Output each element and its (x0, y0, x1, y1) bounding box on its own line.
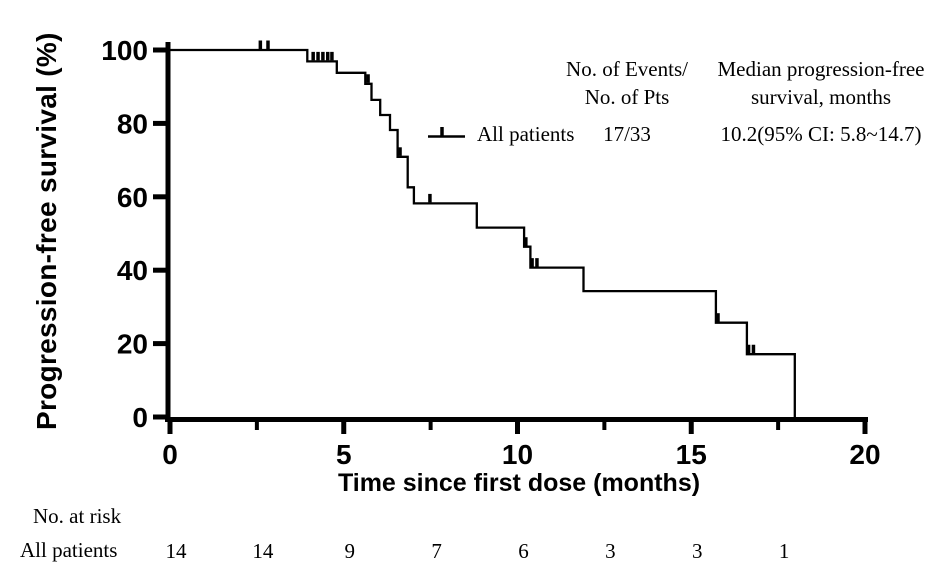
at-risk-title: No. at risk (33, 504, 122, 528)
y-axis-title: Progression-free survival (%) (31, 32, 62, 430)
at-risk-value: 1 (779, 539, 790, 563)
legend-events-value: 17/33 (603, 122, 651, 146)
y-tick-label: 100 (101, 35, 148, 66)
y-tick-label: 0 (132, 402, 148, 433)
km-line-symbol (428, 127, 465, 138)
km-curve (170, 48, 796, 417)
header-events-line2: No. of Pts (584, 85, 670, 109)
header-median-line2: survival, months (750, 85, 891, 109)
y-tick-label: 20 (117, 329, 148, 360)
at-risk-value: 9 (345, 539, 356, 563)
x-tick-label: 0 (162, 439, 178, 470)
y-tick-label: 60 (117, 182, 148, 213)
y-tick-label: 80 (117, 108, 148, 139)
header-events-col: No. of Events/ No. of Pts (566, 55, 688, 111)
x-tick-label: 5 (336, 439, 352, 470)
x-tick-label: 20 (849, 439, 880, 470)
header-median-line1: Median progression-free (717, 57, 925, 81)
at-risk-value: 7 (431, 539, 442, 563)
x-axis-title: Time since first dose (months) (337, 469, 701, 497)
at-risk-value: 6 (518, 539, 529, 563)
at-risk-row-label: All patients (20, 538, 118, 562)
y-tick-label: 40 (117, 255, 148, 286)
x-tick-label: 15 (676, 439, 707, 470)
at-risk-value: 14 (252, 539, 274, 563)
header-median-col: Median progression-free survival, months (717, 55, 924, 111)
legend-series-label: All patients (477, 122, 575, 146)
legend-median-value: 10.2(95% CI: 5.8~14.7) (720, 122, 922, 146)
header-events-line1: No. of Events/ (566, 57, 688, 81)
at-risk-value: 3 (605, 539, 616, 563)
at-risk-value: 14 (166, 539, 188, 563)
x-tick-label: 10 (502, 439, 533, 470)
at-risk-value: 3 (692, 539, 703, 563)
